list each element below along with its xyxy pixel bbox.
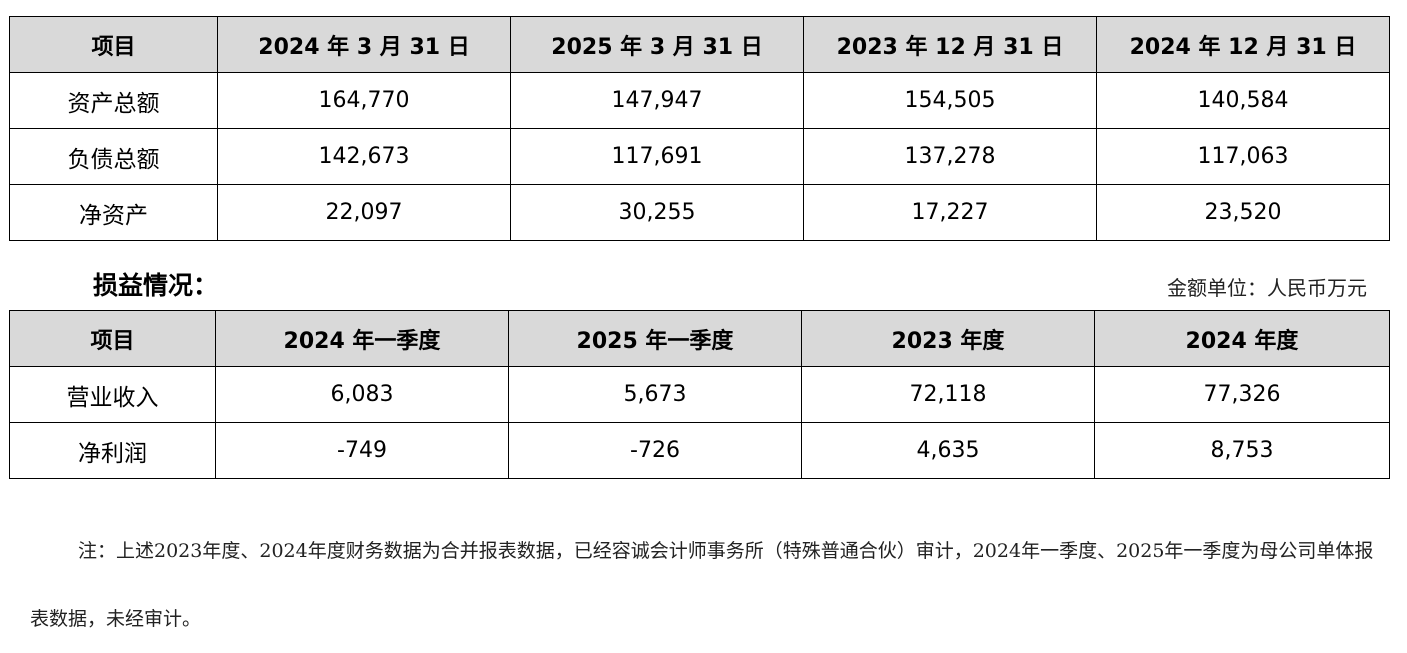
- header-cell: 2023 年 12 月 31 日: [803, 16, 1097, 73]
- table-cell: -749: [215, 422, 509, 479]
- income-statement-table: 项目 2024 年一季度 2025 年一季度 2023 年度 2024 年度 营…: [9, 310, 1390, 479]
- table-cell: 77,326: [1094, 366, 1390, 423]
- table-cell: 140,584: [1096, 72, 1390, 129]
- table-cell: 6,083: [215, 366, 509, 423]
- header-cell: 2023 年度: [801, 310, 1095, 367]
- table-cell: 4,635: [801, 422, 1095, 479]
- table-cell: 72,118: [801, 366, 1095, 423]
- table-row: 净资产 22,097 30,255 17,227 23,520: [9, 184, 1390, 241]
- table-cell: 142,673: [217, 128, 511, 185]
- table-header-row: 项目 2024 年 3 月 31 日 2025 年 3 月 31 日 2023 …: [9, 16, 1390, 73]
- header-cell: 2025 年 3 月 31 日: [510, 16, 804, 73]
- row-label: 负债总额: [9, 128, 218, 185]
- table-cell: 5,673: [508, 366, 802, 423]
- table-cell: 147,947: [510, 72, 804, 129]
- footnote: 注：上述2023年度、2024年度财务数据为合并报表数据，已经容诚会计师事务所（…: [30, 540, 1374, 630]
- table-cell: -726: [508, 422, 802, 479]
- table-cell: 164,770: [217, 72, 511, 129]
- unit-note: 金额单位：人民币万元: [1167, 276, 1367, 300]
- table-row: 净利润 -749 -726 4,635 8,753: [9, 422, 1390, 479]
- header-cell-item: 项目: [9, 310, 216, 367]
- table-cell: 23,520: [1096, 184, 1390, 241]
- table-row: 负债总额 142,673 117,691 137,278 117,063: [9, 128, 1390, 185]
- row-label: 营业收入: [9, 366, 216, 423]
- row-label: 净利润: [9, 422, 216, 479]
- table-row: 营业收入 6,083 5,673 72,118 77,326: [9, 366, 1390, 423]
- header-cell: 2024 年度: [1094, 310, 1390, 367]
- row-label: 净资产: [9, 184, 218, 241]
- header-cell: 2024 年 3 月 31 日: [217, 16, 511, 73]
- header-cell: 2025 年一季度: [508, 310, 802, 367]
- header-cell: 2024 年一季度: [215, 310, 509, 367]
- header-cell-item: 项目: [9, 16, 218, 73]
- table-cell: 137,278: [803, 128, 1097, 185]
- table-cell: 154,505: [803, 72, 1097, 129]
- row-label: 资产总额: [9, 72, 218, 129]
- table-cell: 117,691: [510, 128, 804, 185]
- table-cell: 30,255: [510, 184, 804, 241]
- header-cell: 2024 年 12 月 31 日: [1096, 16, 1390, 73]
- table-header-row: 项目 2024 年一季度 2025 年一季度 2023 年度 2024 年度: [9, 310, 1390, 367]
- table-cell: 22,097: [217, 184, 511, 241]
- table-cell: 8,753: [1094, 422, 1390, 479]
- section-title-income: 损益情况：: [93, 271, 219, 300]
- table-cell: 117,063: [1096, 128, 1390, 185]
- table-row: 资产总额 164,770 147,947 154,505 140,584: [9, 72, 1390, 129]
- balance-sheet-table: 项目 2024 年 3 月 31 日 2025 年 3 月 31 日 2023 …: [9, 16, 1390, 241]
- table-cell: 17,227: [803, 184, 1097, 241]
